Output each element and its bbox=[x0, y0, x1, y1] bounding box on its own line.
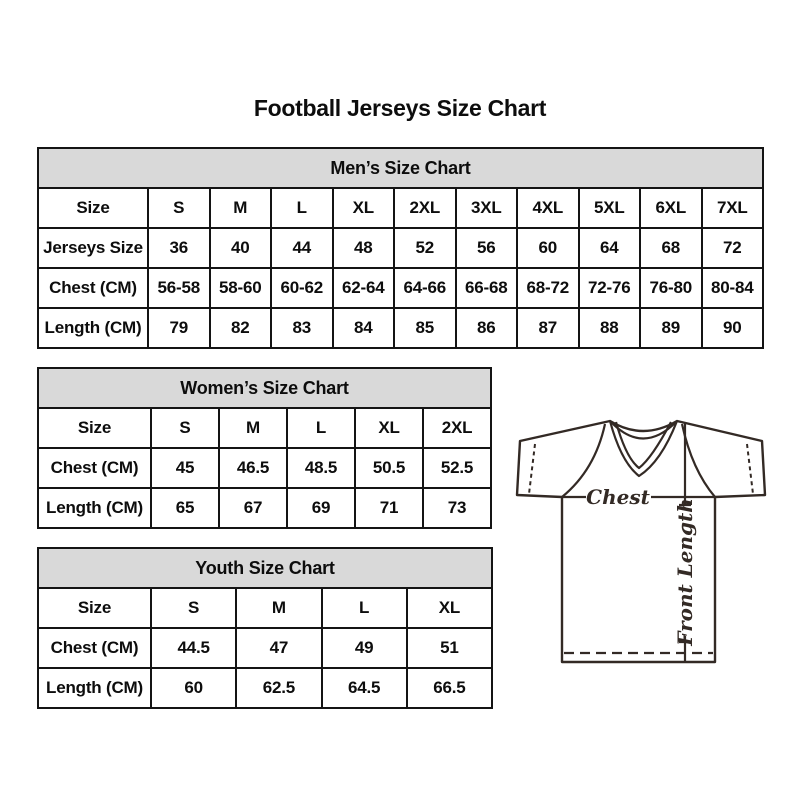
youth-value-cell: 60 bbox=[149, 667, 238, 709]
mens-value-cell: 58-60 bbox=[208, 267, 272, 309]
mens-value-cell: 44 bbox=[270, 227, 334, 269]
womens-table-title: Women’s Size Chart bbox=[37, 367, 492, 409]
jersey-outline bbox=[515, 419, 767, 664]
front-length-tick-marks bbox=[679, 503, 691, 644]
chest-label: Chest bbox=[586, 485, 650, 509]
mens-value-cell: 52 bbox=[393, 227, 457, 269]
mens-col-header: 3XL bbox=[454, 187, 518, 229]
mens-value-cell: 85 bbox=[393, 307, 457, 349]
mens-value-cell: 82 bbox=[208, 307, 272, 349]
youth-corner-header: Size bbox=[37, 587, 152, 629]
youth-col-header: L bbox=[320, 587, 408, 629]
youth-col-header: S bbox=[149, 587, 238, 629]
womens-col-header: L bbox=[286, 407, 356, 449]
womens-value-cell: 67 bbox=[218, 487, 288, 529]
mens-value-cell: 72 bbox=[700, 227, 764, 269]
womens-size-table-container: Women’s Size Chart Size S M L XL 2XL Chest (CM)… bbox=[37, 367, 492, 529]
jersey-measurement-diagram: Chest Front Length bbox=[515, 419, 767, 664]
youth-col-header: XL bbox=[405, 587, 494, 629]
youth-value-cell: 64.5 bbox=[320, 667, 408, 709]
mens-value-cell: 62-64 bbox=[331, 267, 395, 309]
mens-value-cell: 90 bbox=[700, 307, 764, 349]
front-length-label: Front Length bbox=[673, 498, 697, 647]
mens-value-cell: 83 bbox=[270, 307, 334, 349]
womens-col-header: XL bbox=[354, 407, 424, 449]
youth-size-table-container: Youth Size Chart Size S M L XL Chest (CM) 44.5 4… bbox=[37, 547, 494, 709]
right-cuff-stitch bbox=[746, 443, 754, 495]
womens-corner-header: Size bbox=[37, 407, 152, 449]
mens-size-table-container: Men’s Size Chart Size S M L XL 2XL 3XL 4XL 5XL 6XL… bbox=[37, 147, 764, 349]
mens-value-cell: 89 bbox=[639, 307, 703, 349]
womens-value-cell: 71 bbox=[354, 487, 424, 529]
mens-value-cell: 72-76 bbox=[577, 267, 641, 309]
womens-row-label: Length (CM) bbox=[37, 487, 152, 529]
youth-value-cell: 47 bbox=[235, 627, 323, 669]
womens-col-header: S bbox=[150, 407, 220, 449]
youth-table-title: Youth Size Chart bbox=[37, 547, 493, 589]
youth-value-cell: 44.5 bbox=[149, 627, 238, 669]
left-armhole-seam bbox=[561, 423, 607, 498]
mens-value-cell: 60 bbox=[516, 227, 580, 269]
mens-row-label: Chest (CM) bbox=[37, 267, 149, 309]
mens-col-header: 6XL bbox=[639, 187, 703, 229]
left-cuff-stitch bbox=[528, 443, 536, 495]
womens-col-header: M bbox=[218, 407, 288, 449]
youth-value-cell: 51 bbox=[405, 627, 494, 669]
mens-value-cell: 64-66 bbox=[393, 267, 457, 309]
womens-value-cell: 69 bbox=[286, 487, 356, 529]
mens-corner-header: Size bbox=[37, 187, 149, 229]
womens-value-cell: 73 bbox=[422, 487, 492, 529]
youth-value-cell: 66.5 bbox=[405, 667, 494, 709]
mens-col-header: XL bbox=[331, 187, 395, 229]
youth-value-cell: 49 bbox=[320, 627, 408, 669]
mens-value-cell: 68-72 bbox=[516, 267, 580, 309]
v-neck-outer-line bbox=[608, 420, 679, 478]
womens-size-table: Women’s Size Chart Size S M L XL 2XL Chest (CM)… bbox=[37, 367, 492, 529]
youth-size-table: Youth Size Chart Size S M L XL Chest (CM) 44.5 4… bbox=[37, 547, 494, 709]
mens-value-cell: 87 bbox=[516, 307, 580, 349]
mens-row-label: Length (CM) bbox=[37, 307, 149, 349]
mens-value-cell: 56-58 bbox=[147, 267, 211, 309]
womens-value-cell: 46.5 bbox=[218, 447, 288, 489]
womens-col-header: 2XL bbox=[422, 407, 492, 449]
womens-value-cell: 45 bbox=[150, 447, 220, 489]
mens-size-table: Men’s Size Chart Size S M L XL 2XL 3XL 4XL 5XL 6XL… bbox=[37, 147, 764, 349]
youth-row-label: Chest (CM) bbox=[37, 627, 152, 669]
mens-col-header: 5XL bbox=[577, 187, 641, 229]
mens-value-cell: 80-84 bbox=[700, 267, 764, 309]
mens-value-cell: 36 bbox=[147, 227, 211, 269]
mens-value-cell: 76-80 bbox=[639, 267, 703, 309]
v-neck-inner-line bbox=[614, 421, 672, 470]
mens-table-title: Men’s Size Chart bbox=[37, 147, 764, 189]
mens-col-header: L bbox=[270, 187, 334, 229]
mens-value-cell: 48 bbox=[331, 227, 395, 269]
mens-value-cell: 56 bbox=[454, 227, 518, 269]
mens-value-cell: 64 bbox=[577, 227, 641, 269]
mens-col-header: 7XL bbox=[700, 187, 764, 229]
womens-value-cell: 65 bbox=[150, 487, 220, 529]
womens-value-cell: 48.5 bbox=[286, 447, 356, 489]
youth-row-label: Length (CM) bbox=[37, 667, 152, 709]
mens-value-cell: 68 bbox=[639, 227, 703, 269]
mens-value-cell: 79 bbox=[147, 307, 211, 349]
youth-value-cell: 62.5 bbox=[235, 667, 323, 709]
page-title: Football Jerseys Size Chart bbox=[253, 95, 547, 121]
womens-value-cell: 50.5 bbox=[354, 447, 424, 489]
mens-value-cell: 84 bbox=[331, 307, 395, 349]
womens-row-label: Chest (CM) bbox=[37, 447, 152, 489]
mens-value-cell: 66-68 bbox=[454, 267, 518, 309]
mens-row-label: Jerseys Size bbox=[37, 227, 149, 269]
mens-value-cell: 88 bbox=[577, 307, 641, 349]
mens-col-header: M bbox=[208, 187, 272, 229]
mens-col-header: S bbox=[147, 187, 211, 229]
mens-value-cell: 40 bbox=[208, 227, 272, 269]
mens-col-header: 4XL bbox=[516, 187, 580, 229]
mens-col-header: 2XL bbox=[393, 187, 457, 229]
womens-value-cell: 52.5 bbox=[422, 447, 492, 489]
youth-col-header: M bbox=[235, 587, 323, 629]
mens-value-cell: 86 bbox=[454, 307, 518, 349]
mens-value-cell: 60-62 bbox=[270, 267, 334, 309]
